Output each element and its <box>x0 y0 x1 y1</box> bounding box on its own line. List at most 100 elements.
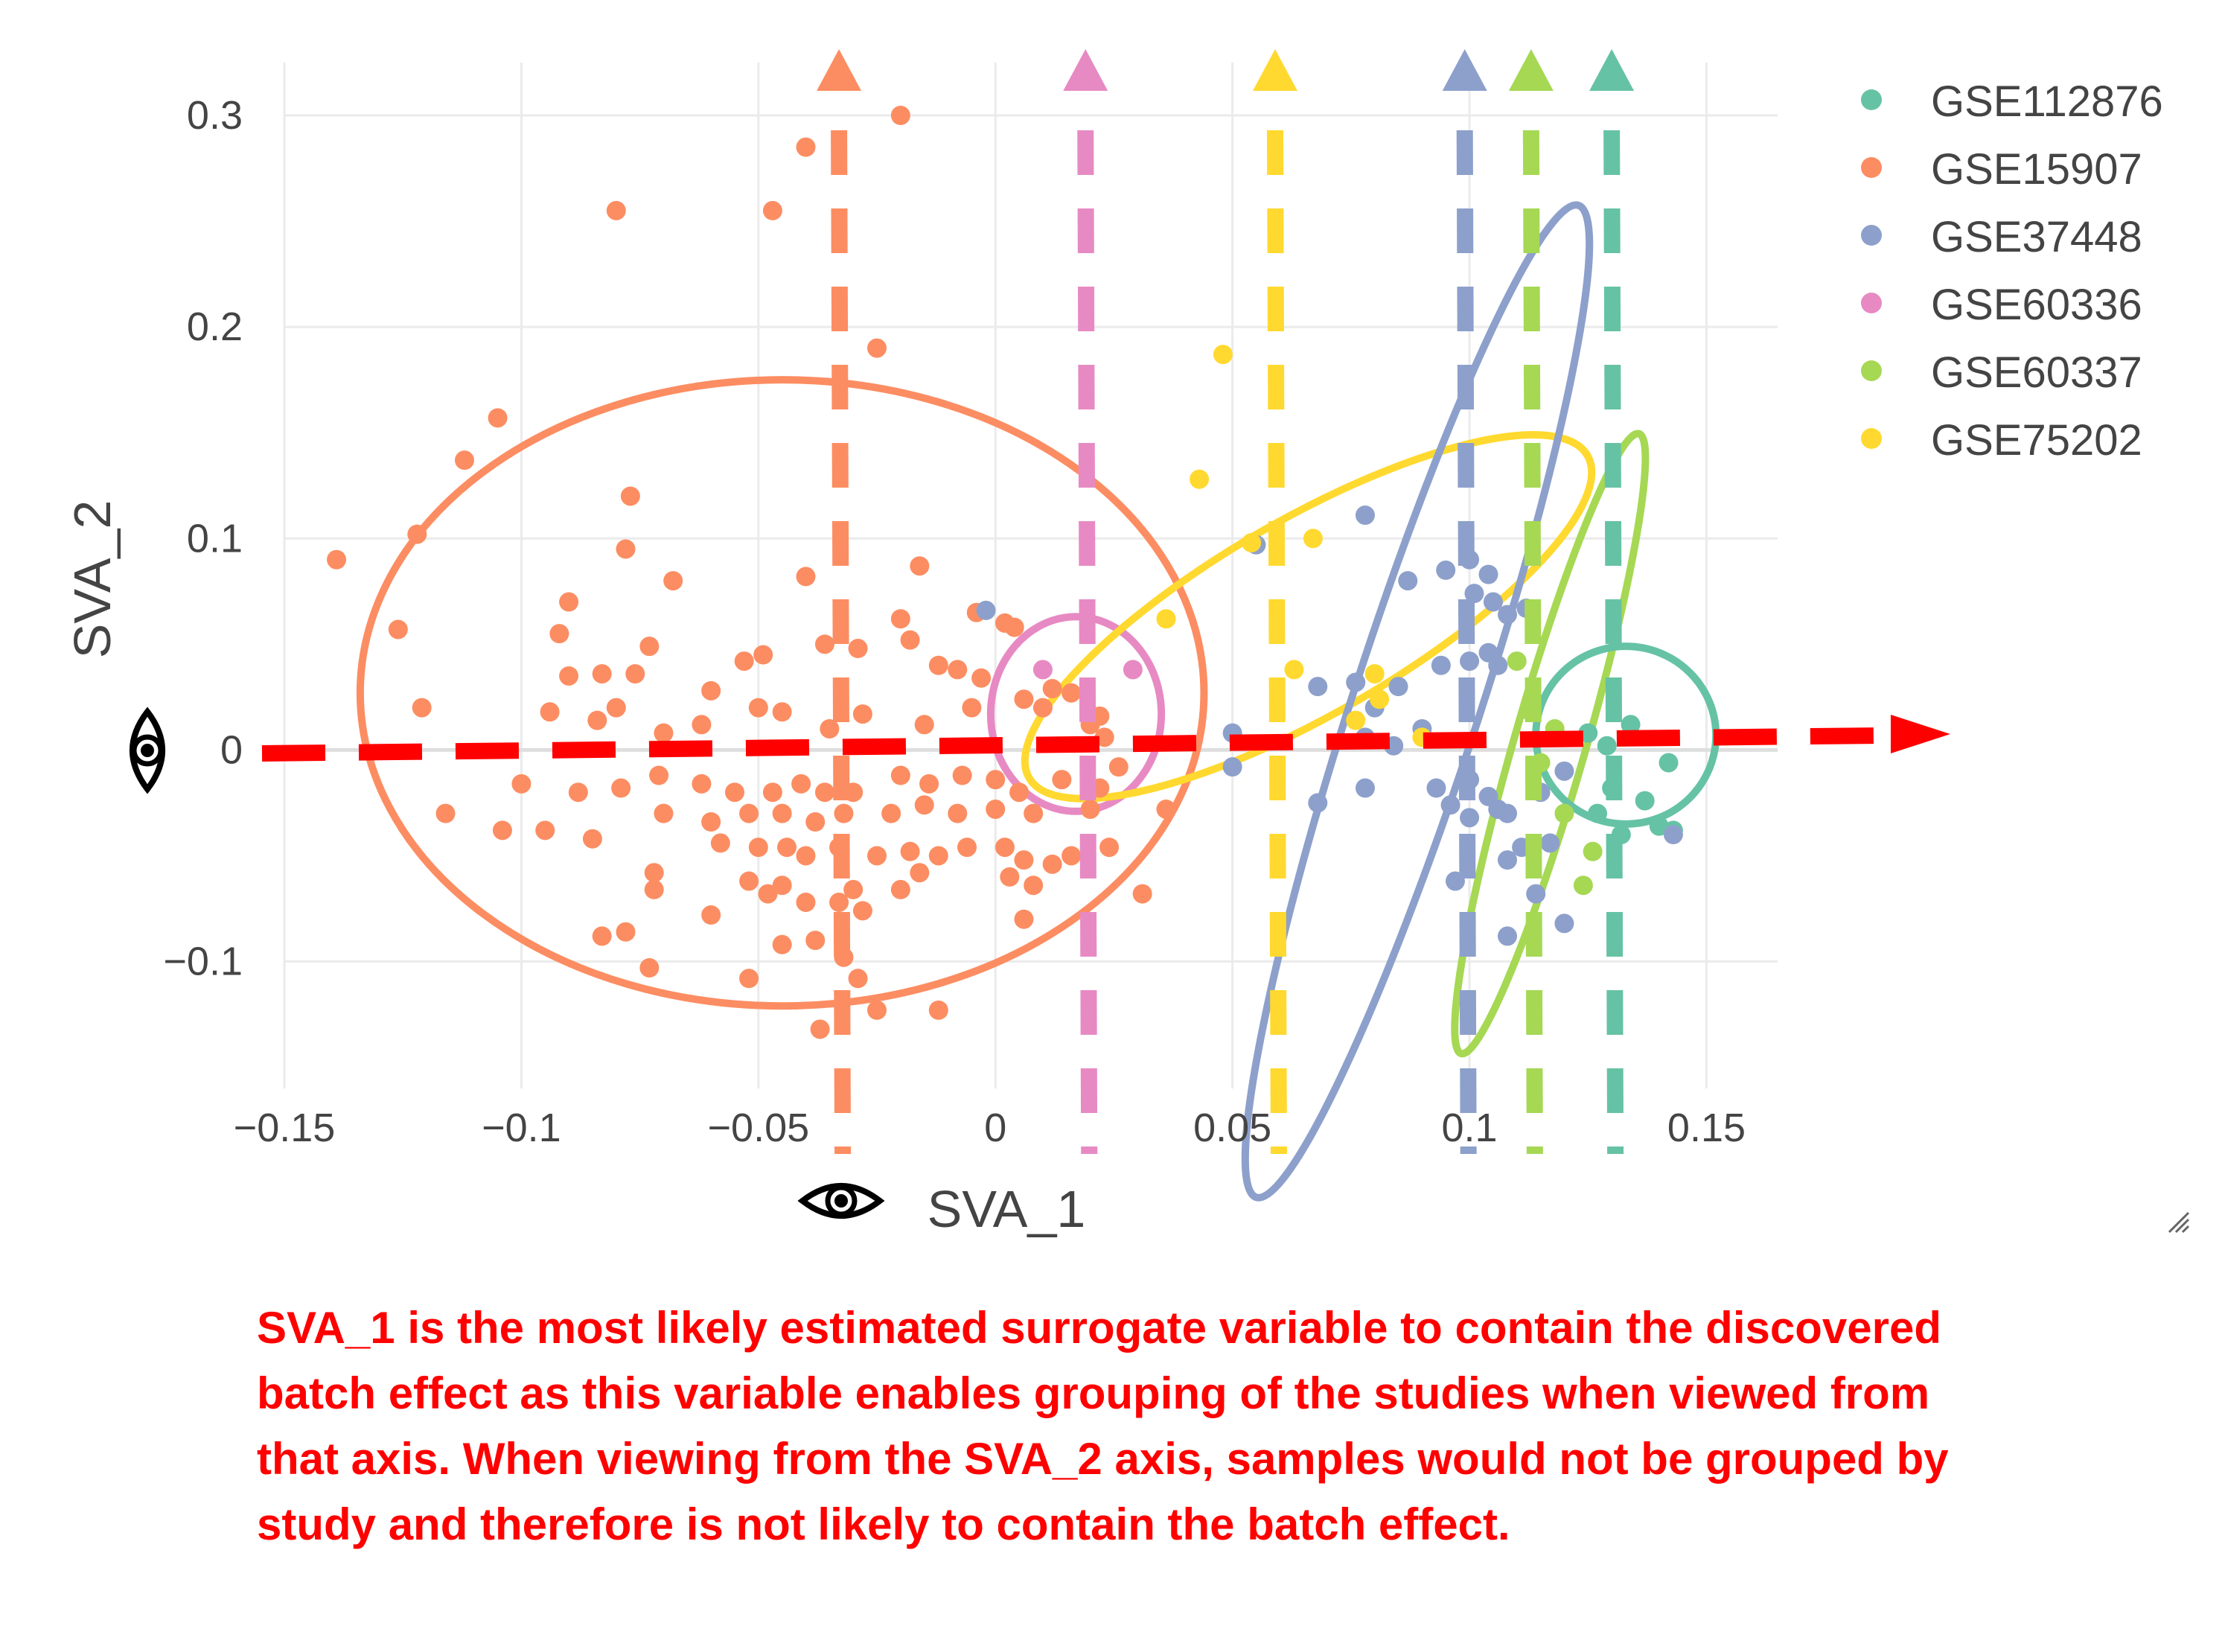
data-point <box>1156 799 1176 819</box>
data-point <box>540 702 560 722</box>
data-point <box>890 765 910 785</box>
marker-triangle <box>1508 49 1554 91</box>
data-point <box>796 567 816 587</box>
data-point <box>1621 715 1641 735</box>
marker-triangle <box>1589 49 1635 91</box>
data-point <box>805 931 826 951</box>
data-point <box>412 698 432 718</box>
data-point <box>739 871 759 891</box>
chart: −0.15 −0.1 −0.05 0 0.05 0.1 0.15 −0.1 0 0.1 0.2 0.3… <box>63 49 2190 1238</box>
data-point <box>796 137 816 157</box>
data-point <box>962 698 982 718</box>
data-point <box>1099 838 1120 858</box>
x-tick-label: 0.1 <box>1442 1106 1498 1150</box>
data-point <box>796 846 816 866</box>
data-point <box>701 905 721 925</box>
data-point <box>881 803 901 823</box>
data-point <box>848 639 868 659</box>
data-point <box>890 106 910 126</box>
data-point <box>1004 617 1024 637</box>
data-point <box>1222 757 1242 777</box>
data-point <box>852 704 872 724</box>
legend-marker <box>1861 360 1882 381</box>
data-point <box>820 718 840 739</box>
data-point <box>900 841 920 861</box>
data-point <box>829 892 849 912</box>
group-ellipse <box>1241 201 1594 1202</box>
data-point <box>1478 564 1498 584</box>
data-point <box>435 803 456 823</box>
data-point <box>549 624 569 644</box>
data-point <box>606 200 626 220</box>
data-point <box>976 600 996 620</box>
data-point <box>692 774 712 794</box>
data-point <box>1554 913 1574 934</box>
data-point <box>739 803 759 823</box>
data-point <box>1080 799 1100 819</box>
data-point <box>734 651 754 672</box>
data-point <box>1635 791 1655 811</box>
data-points <box>327 106 1683 1039</box>
group-ellipse <box>1021 431 1596 803</box>
data-point <box>1052 770 1072 790</box>
x-tick-label: −0.05 <box>708 1106 810 1150</box>
data-point <box>1440 795 1460 815</box>
data-point <box>791 774 811 794</box>
data-point <box>1190 469 1210 489</box>
x-tick-label: 0 <box>984 1106 1006 1150</box>
data-point <box>834 803 854 823</box>
data-point <box>1573 876 1593 896</box>
annotation-caption: SVA_1 is the most likely estimated surro… <box>257 1303 1949 1549</box>
data-point <box>1156 609 1176 629</box>
resize-handle-icon[interactable] <box>2168 1211 2190 1234</box>
data-point <box>914 795 934 815</box>
data-point <box>1540 833 1560 853</box>
legend-marker <box>1861 293 1882 313</box>
data-point <box>1597 736 1617 756</box>
legend-label: GSE112876 <box>1931 77 2163 126</box>
data-point <box>748 838 768 858</box>
legend-label: GSE60336 <box>1931 281 2142 329</box>
data-point <box>1464 584 1484 604</box>
marker-line <box>1077 130 1098 1155</box>
data-point <box>1388 677 1408 697</box>
data-point <box>1242 532 1262 552</box>
legend-label: GSE37448 <box>1931 213 2142 261</box>
data-point <box>1460 651 1480 672</box>
data-point <box>890 609 910 629</box>
data-point <box>1436 560 1456 580</box>
data-point <box>654 803 674 823</box>
legend-label: GSE60337 <box>1931 348 2142 397</box>
data-point <box>772 702 792 722</box>
data-point <box>1032 660 1053 680</box>
data-point <box>327 549 347 570</box>
x-tick-label: −0.15 <box>234 1106 336 1150</box>
data-point <box>1213 345 1233 365</box>
marker-line <box>831 130 852 1155</box>
data-point <box>772 876 792 896</box>
legend-marker <box>1861 225 1882 246</box>
y-tick-label: −0.1 <box>163 940 243 984</box>
data-point <box>1000 867 1020 887</box>
data-point <box>928 1000 948 1020</box>
arrow-line <box>261 727 1883 762</box>
data-point <box>867 338 887 358</box>
data-point <box>611 778 631 798</box>
legend[interactable]: GSE112876 GSE15907 GSE37448 GSE60336 GSE6033… <box>1861 77 2163 465</box>
eye-icon <box>130 707 165 794</box>
data-point <box>1284 660 1304 680</box>
data-point <box>1488 655 1508 675</box>
data-point <box>848 969 868 989</box>
data-point <box>1024 803 1044 823</box>
data-point <box>1498 803 1518 823</box>
data-point <box>1507 651 1527 672</box>
group-ellipse <box>1451 430 1650 1058</box>
data-point <box>1658 753 1679 773</box>
data-point <box>1094 727 1114 747</box>
data-point <box>1426 778 1446 798</box>
y-tick-label: 0.2 <box>187 304 243 349</box>
data-point <box>592 926 612 946</box>
data-point <box>948 803 968 823</box>
data-point <box>948 660 968 680</box>
data-point <box>867 846 887 866</box>
